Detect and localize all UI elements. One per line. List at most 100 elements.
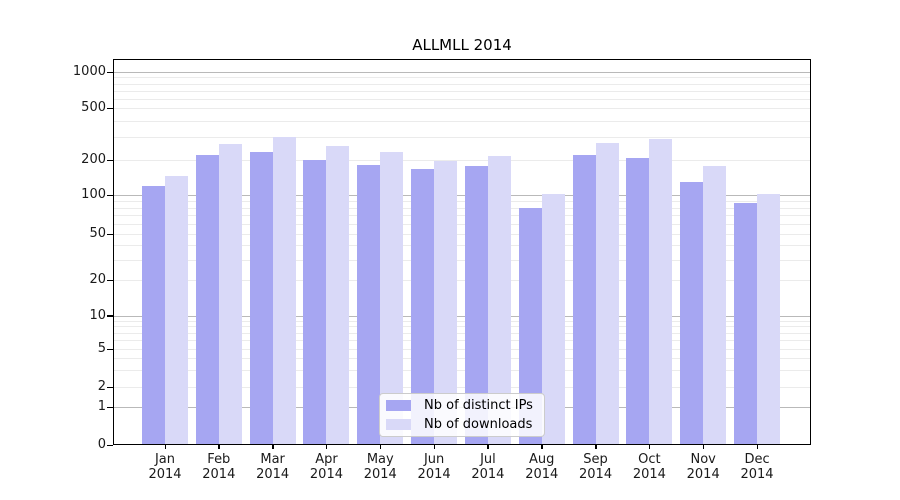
gridline-minor [114,370,810,371]
bar-distinct-ips [411,169,435,444]
x-tick-mark [756,445,759,449]
y-tick-mark [107,279,113,281]
bar-downloads [541,193,565,444]
x-tick-label: Jul 2014 [471,452,505,482]
bar-distinct-ips [142,185,165,444]
y-tick-label: 2 [97,379,106,394]
legend: Nb of distinct IPs Nb of downloads [379,393,545,437]
bar-downloads [595,143,619,444]
x-tick-mark [433,445,436,449]
x-tick-label: Jun 2014 [417,452,451,482]
x-tick-label: Apr 2014 [309,452,343,482]
gridline-minor [114,326,810,327]
y-tick-mark [107,315,113,317]
bar-downloads [703,165,727,444]
y-tick-mark [107,348,113,350]
y-tick-label: 10 [89,307,106,323]
gridline-minor [114,280,810,281]
bar-downloads [272,137,296,444]
y-tick-label: 20 [89,272,106,287]
y-tick-label: 1000 [72,64,106,79]
gridline-minor [114,387,810,388]
x-tick-mark [702,445,705,449]
gridline-minor [114,234,810,235]
bar-distinct-ips [572,154,596,444]
x-tick-label: Jan 2014 [148,452,182,482]
x-tick-mark [541,445,543,449]
gridline-minor [114,77,810,78]
gridline-minor [114,160,810,161]
gridline-major [114,195,810,196]
gridline-minor [114,245,810,246]
gridline-minor [114,333,810,334]
bar-distinct-ips [303,160,327,444]
gridline-minor [114,224,810,225]
x-tick-label: Nov 2014 [686,452,720,482]
y-tick-label: 100 [81,187,106,202]
bar-downloads [487,155,511,444]
y-tick-mark [107,444,113,446]
x-tick-label: Aug 2014 [525,452,559,482]
gridline-major [114,72,810,73]
y-tick-label: 50 [89,226,106,241]
bar-downloads [380,151,404,444]
x-tick-mark [487,445,489,449]
bar-distinct-ips [626,157,650,444]
gridline-minor [114,201,810,202]
gridline-minor [114,349,810,350]
gridline-minor [114,137,810,138]
x-tick-mark [218,445,220,449]
legend-swatch-downloads [386,419,411,430]
gridline-major [114,316,810,317]
bar-distinct-ips [518,207,542,444]
gridline-minor [114,99,810,100]
x-tick-label: Dec 2014 [740,452,774,482]
y-tick-label: 200 [81,152,106,167]
bar-distinct-ips [734,203,758,444]
x-tick-mark [379,445,382,449]
gridline-minor [114,84,810,85]
bar-distinct-ips [249,151,273,444]
bar-downloads [165,175,188,444]
gridline-minor [114,358,810,359]
bar-distinct-ips [357,164,381,444]
y-tick-mark [107,159,113,161]
legend-swatch-distinct-ips [386,400,411,411]
bar-distinct-ips [680,181,704,444]
plot-area [113,59,811,445]
y-tick-label: 5 [97,341,106,356]
x-tick-label: Mar 2014 [256,452,290,482]
gridline-minor [114,91,810,92]
gridline-minor [114,321,810,322]
bar-downloads [434,160,458,444]
bar-downloads [757,193,781,444]
y-tick-mark [107,386,113,388]
x-tick-mark [648,445,651,449]
bar-downloads [649,138,673,444]
y-tick-mark [107,71,113,73]
bar-distinct-ips [195,154,219,444]
y-tick-label: 0 [97,437,106,452]
y-tick-label: 1 [97,399,106,414]
y-tick-mark [107,406,113,408]
gridline-minor [114,108,810,109]
gridline-minor [114,215,810,216]
gridline-minor [114,208,810,209]
x-tick-label: Oct 2014 [632,452,666,482]
legend-item: Nb of downloads [386,417,544,432]
gridline-minor [114,260,810,261]
y-tick-label: 500 [81,100,106,115]
legend-item: Nb of distinct IPs [386,398,544,413]
x-tick-label: May 2014 [363,452,397,482]
x-tick-mark [164,445,166,449]
y-tick-mark [107,194,113,196]
x-tick-label: Feb 2014 [202,452,236,482]
bar-downloads [326,145,350,444]
bar-distinct-ips [464,165,488,444]
legend-label: Nb of distinct IPs [424,398,533,413]
y-tick-mark [107,233,113,235]
x-tick-label: Sep 2014 [579,452,613,482]
legend-label: Nb of downloads [424,417,533,432]
x-tick-mark [325,445,328,449]
